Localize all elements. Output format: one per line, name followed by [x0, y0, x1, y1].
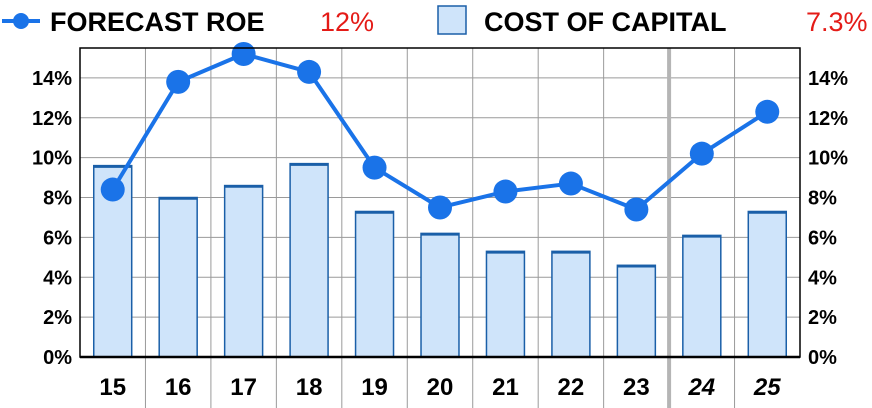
line-series: [100, 41, 780, 222]
legend-bar-swatch: [437, 5, 467, 35]
y-tick-left: 10%: [32, 148, 72, 170]
y-tick-left: 4%: [43, 267, 72, 289]
legend-marker-swatch: [13, 13, 29, 29]
legend-bar-value: 7.3%: [806, 7, 868, 37]
bar-22: [551, 250, 591, 358]
y-tick-right: 0%: [808, 347, 837, 369]
x-tick-17: 17: [230, 374, 257, 401]
legend-line-label: FORECAST ROE: [50, 7, 265, 37]
y-tick-right: 14%: [808, 68, 848, 90]
bar-17: [223, 184, 264, 358]
bar-25: [747, 210, 788, 358]
roe-point-21: [493, 179, 518, 204]
y-tick-right: 6%: [808, 227, 837, 249]
y-tick-left: 0%: [43, 347, 72, 369]
x-tick-21: 21: [492, 374, 519, 401]
x-tick-19: 19: [361, 374, 388, 401]
y-tick-right: 4%: [808, 267, 837, 289]
x-tick-18: 18: [296, 374, 323, 401]
bar-23: [616, 264, 657, 358]
plot-frame: [79, 47, 801, 359]
roe-point-20: [428, 195, 452, 220]
bar-16: [158, 196, 198, 358]
roe-point-15: [100, 177, 125, 202]
roe-point-17: [231, 41, 256, 66]
bar-series: [92, 162, 788, 358]
y-tick-left: 6%: [43, 227, 72, 249]
y-tick-left: 14%: [32, 68, 72, 90]
x-tick-20: 20: [427, 374, 454, 401]
roe-point-19: [362, 155, 387, 180]
roe-point-16: [166, 69, 191, 94]
bar-19: [354, 210, 395, 358]
y-tick-left: 12%: [32, 108, 72, 130]
x-axis: 15 16 17 18 19 20 21 22 23 24 25: [99, 374, 781, 401]
x-tick-22: 22: [558, 374, 585, 401]
legend: FORECAST ROE 12% COST OF CAPITAL 7.3%: [2, 5, 868, 37]
x-tick-23: 23: [623, 374, 650, 401]
x-tick-15: 15: [99, 374, 126, 401]
bar-20: [420, 232, 460, 358]
roe-point-24: [689, 141, 714, 166]
roe-point-25: [755, 99, 780, 124]
roe-point-18: [297, 59, 322, 84]
bar-18: [289, 162, 329, 358]
roe-point-22: [558, 171, 583, 196]
legend-bar-label: COST OF CAPITAL: [484, 7, 727, 37]
bar-24: [682, 234, 722, 358]
x-tick-24: 24: [687, 374, 715, 401]
y-tick-right: 10%: [808, 148, 848, 170]
legend-line-value: 12%: [320, 7, 374, 37]
roe-point-23: [624, 197, 649, 222]
y-tick-right: 12%: [808, 108, 848, 130]
y-axis-left: 0% 2% 4% 6% 8% 10% 12% 14%: [32, 68, 72, 369]
y-tick-left: 2%: [43, 307, 72, 329]
x-tick-16: 16: [165, 374, 192, 401]
y-tick-right: 8%: [808, 188, 837, 210]
x-tick-25: 25: [753, 374, 781, 401]
y-tick-right: 2%: [808, 307, 837, 329]
y-axis-right: 0% 2% 4% 6% 8% 10% 12% 14%: [808, 68, 848, 369]
y-tick-left: 8%: [43, 188, 72, 210]
bar-21: [485, 250, 526, 358]
